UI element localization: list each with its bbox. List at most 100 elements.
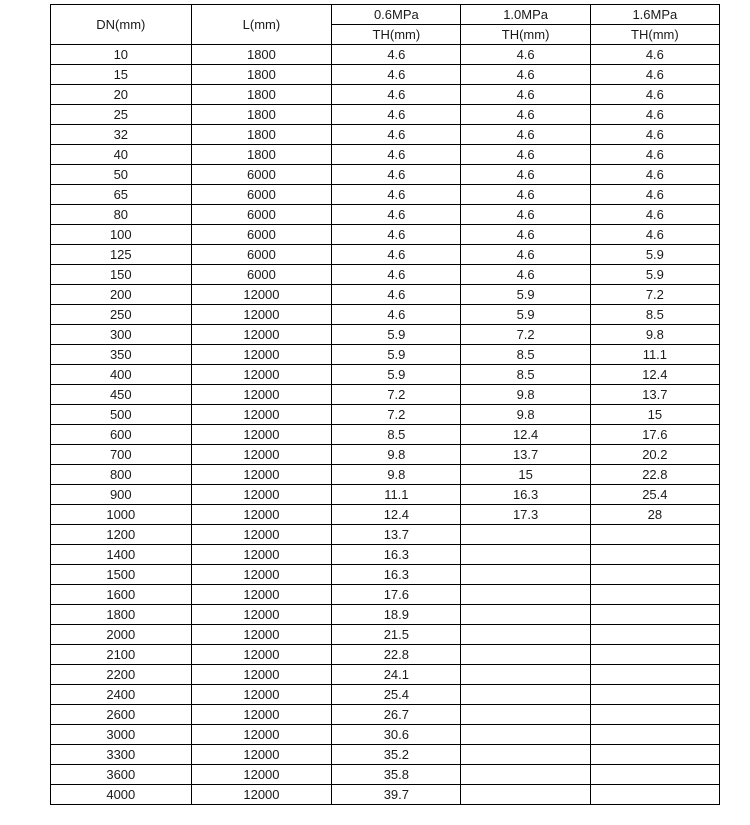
table-row: 21001200022.8	[51, 645, 720, 665]
cell-p16	[590, 785, 719, 805]
cell-dn: 100	[51, 225, 192, 245]
table-row: 40001200039.7	[51, 785, 720, 805]
cell-l: 12000	[191, 645, 332, 665]
cell-dn: 4000	[51, 785, 192, 805]
cell-p16: 4.6	[590, 145, 719, 165]
table-row: 5060004.64.64.6	[51, 165, 720, 185]
cell-l: 12000	[191, 665, 332, 685]
cell-dn: 500	[51, 405, 192, 425]
cell-p16	[590, 765, 719, 785]
cell-p10: 5.9	[461, 285, 590, 305]
cell-dn: 600	[51, 425, 192, 445]
cell-l: 12000	[191, 745, 332, 765]
cell-dn: 3300	[51, 745, 192, 765]
cell-l: 1800	[191, 145, 332, 165]
table-row: 500120007.29.815	[51, 405, 720, 425]
col-p10-th: TH(mm)	[461, 25, 590, 45]
cell-l: 1800	[191, 105, 332, 125]
cell-l: 12000	[191, 705, 332, 725]
cell-dn: 900	[51, 485, 192, 505]
cell-p06: 17.6	[332, 585, 461, 605]
cell-p10	[461, 565, 590, 585]
cell-l: 12000	[191, 405, 332, 425]
cell-p10: 9.8	[461, 385, 590, 405]
cell-p06: 4.6	[332, 305, 461, 325]
cell-p10	[461, 685, 590, 705]
table-row: 1518004.64.64.6	[51, 65, 720, 85]
cell-p16: 5.9	[590, 245, 719, 265]
table-row: 450120007.29.813.7	[51, 385, 720, 405]
cell-l: 12000	[191, 325, 332, 345]
spec-table-container: DN(mm) L(mm) 0.6MPa 1.0MPa 1.6MPa TH(mm)…	[0, 0, 750, 825]
table-row: 250120004.65.98.5	[51, 305, 720, 325]
cell-p10: 4.6	[461, 65, 590, 85]
cell-p10: 4.6	[461, 105, 590, 125]
cell-dn: 2200	[51, 665, 192, 685]
table-row: 18001200018.9	[51, 605, 720, 625]
cell-p06: 5.9	[332, 345, 461, 365]
cell-p16: 25.4	[590, 485, 719, 505]
cell-p16	[590, 685, 719, 705]
cell-dn: 25	[51, 105, 192, 125]
cell-p10: 4.6	[461, 225, 590, 245]
cell-p06: 4.6	[332, 185, 461, 205]
table-row: 300120005.97.29.8	[51, 325, 720, 345]
cell-p10	[461, 545, 590, 565]
cell-p10: 4.6	[461, 125, 590, 145]
cell-p06: 4.6	[332, 105, 461, 125]
table-row: 14001200016.3	[51, 545, 720, 565]
cell-p10: 9.8	[461, 405, 590, 425]
cell-p10	[461, 705, 590, 725]
cell-l: 12000	[191, 465, 332, 485]
cell-p16: 11.1	[590, 345, 719, 365]
cell-l: 6000	[191, 165, 332, 185]
cell-p06: 22.8	[332, 645, 461, 665]
table-row: 3218004.64.64.6	[51, 125, 720, 145]
cell-l: 12000	[191, 685, 332, 705]
cell-l: 12000	[191, 585, 332, 605]
cell-p10: 7.2	[461, 325, 590, 345]
cell-dn: 10	[51, 45, 192, 65]
table-row: 9001200011.116.325.4	[51, 485, 720, 505]
cell-dn: 800	[51, 465, 192, 485]
cell-p06: 4.6	[332, 225, 461, 245]
cell-l: 12000	[191, 765, 332, 785]
cell-dn: 200	[51, 285, 192, 305]
cell-p10	[461, 745, 590, 765]
cell-p10	[461, 645, 590, 665]
table-row: 24001200025.4	[51, 685, 720, 705]
cell-dn: 300	[51, 325, 192, 345]
cell-p10: 4.6	[461, 185, 590, 205]
cell-p06: 4.6	[332, 265, 461, 285]
cell-p06: 9.8	[332, 465, 461, 485]
cell-p10	[461, 525, 590, 545]
cell-p06: 18.9	[332, 605, 461, 625]
cell-p16: 5.9	[590, 265, 719, 285]
cell-p16: 4.6	[590, 45, 719, 65]
cell-p10: 4.6	[461, 205, 590, 225]
cell-p10	[461, 725, 590, 745]
cell-p10: 4.6	[461, 165, 590, 185]
cell-dn: 700	[51, 445, 192, 465]
cell-p06: 4.6	[332, 245, 461, 265]
cell-p10	[461, 585, 590, 605]
cell-dn: 400	[51, 365, 192, 385]
cell-p10: 4.6	[461, 145, 590, 165]
table-row: 8060004.64.64.6	[51, 205, 720, 225]
col-p16-th: TH(mm)	[590, 25, 719, 45]
cell-l: 12000	[191, 385, 332, 405]
cell-l: 6000	[191, 185, 332, 205]
col-dn-header: DN(mm)	[51, 5, 192, 45]
table-body: 1018004.64.64.61518004.64.64.62018004.64…	[51, 45, 720, 805]
cell-l: 1800	[191, 45, 332, 65]
cell-l: 12000	[191, 545, 332, 565]
cell-l: 12000	[191, 505, 332, 525]
table-row: 200120004.65.97.2	[51, 285, 720, 305]
cell-l: 6000	[191, 245, 332, 265]
cell-p16: 28	[590, 505, 719, 525]
cell-p10: 5.9	[461, 305, 590, 325]
cell-p06: 21.5	[332, 625, 461, 645]
cell-p06: 5.9	[332, 365, 461, 385]
cell-p06: 24.1	[332, 665, 461, 685]
cell-p16: 4.6	[590, 205, 719, 225]
